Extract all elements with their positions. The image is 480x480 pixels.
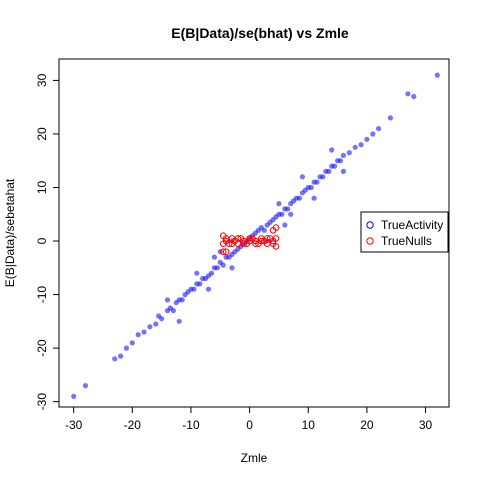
data-point bbox=[258, 237, 265, 245]
points-layer bbox=[71, 72, 440, 399]
series-trueactivity bbox=[71, 72, 440, 399]
data-point bbox=[288, 211, 294, 217]
data-point bbox=[405, 91, 411, 97]
data-point bbox=[208, 270, 215, 276]
data-point bbox=[123, 345, 129, 351]
data-point bbox=[364, 136, 370, 142]
data-point bbox=[141, 329, 147, 335]
data-point bbox=[219, 232, 227, 239]
data-point bbox=[159, 316, 165, 322]
data-point bbox=[222, 248, 230, 255]
x-tick-label: -10 bbox=[182, 418, 200, 432]
data-point bbox=[329, 147, 335, 153]
data-point bbox=[71, 393, 77, 399]
data-point bbox=[194, 270, 200, 276]
data-point bbox=[197, 281, 203, 287]
data-point bbox=[153, 321, 159, 327]
y-tick-label: -10 bbox=[35, 286, 49, 304]
data-point bbox=[285, 206, 291, 212]
data-point bbox=[246, 235, 253, 242]
data-point bbox=[164, 297, 171, 303]
y-tick-label: 10 bbox=[35, 180, 49, 194]
data-point bbox=[311, 195, 317, 201]
data-point bbox=[358, 142, 364, 148]
data-point bbox=[205, 286, 212, 292]
data-point bbox=[411, 93, 417, 100]
data-point bbox=[337, 158, 344, 164]
data-point bbox=[240, 240, 247, 247]
data-point bbox=[261, 227, 267, 233]
data-point bbox=[332, 163, 338, 169]
data-point bbox=[228, 240, 236, 247]
data-point bbox=[340, 152, 346, 158]
x-tick-label: -30 bbox=[65, 418, 83, 432]
legend: TrueActivity TrueNulls bbox=[360, 211, 449, 253]
x-axis-label: Zmle bbox=[241, 451, 268, 465]
data-point bbox=[352, 144, 358, 150]
data-point bbox=[220, 262, 226, 268]
data-point bbox=[279, 211, 285, 217]
data-point bbox=[326, 168, 332, 174]
data-point bbox=[211, 254, 217, 260]
data-point bbox=[135, 332, 141, 338]
data-point bbox=[314, 179, 320, 185]
data-point bbox=[82, 383, 88, 389]
x-tick-label: 10 bbox=[302, 418, 316, 432]
data-point bbox=[308, 184, 314, 191]
data-point bbox=[214, 265, 220, 271]
legend-label-trueactivity: TrueActivity bbox=[381, 218, 443, 232]
data-point bbox=[272, 243, 280, 250]
legend-label-truenulls: TrueNulls bbox=[381, 234, 432, 248]
data-point bbox=[299, 174, 305, 180]
data-point bbox=[229, 265, 235, 271]
x-tick-label: 30 bbox=[419, 418, 433, 432]
y-tick-label: 30 bbox=[35, 73, 49, 87]
x-axis: -30 -20 -10 0 10 20 30 bbox=[65, 406, 433, 432]
data-point bbox=[282, 222, 288, 228]
y-tick-label: -20 bbox=[35, 339, 49, 357]
data-point bbox=[252, 240, 259, 247]
data-point bbox=[234, 235, 242, 242]
legend-box bbox=[360, 211, 449, 253]
data-point bbox=[176, 318, 182, 324]
data-point bbox=[370, 131, 376, 137]
data-point bbox=[263, 235, 271, 242]
data-point bbox=[225, 240, 233, 247]
data-point bbox=[170, 308, 176, 314]
data-point bbox=[129, 340, 135, 346]
data-point bbox=[147, 324, 153, 330]
y-tick-label: 20 bbox=[35, 127, 49, 141]
data-point bbox=[340, 168, 346, 174]
data-point bbox=[387, 115, 393, 121]
series-truenulls bbox=[219, 224, 280, 255]
y-axis: -30 -20 -10 0 10 20 30 bbox=[35, 73, 60, 411]
data-point bbox=[296, 195, 303, 201]
y-tick-label: -30 bbox=[35, 393, 49, 411]
chart-title: E(B|Data)/se(bhat) vs Zmle bbox=[171, 25, 349, 41]
legend-marker-truenulls bbox=[366, 237, 374, 245]
data-point bbox=[269, 227, 277, 234]
data-point bbox=[272, 235, 280, 242]
data-point bbox=[346, 150, 352, 156]
x-tick-label: -20 bbox=[124, 418, 142, 432]
x-tick-label: 20 bbox=[360, 418, 374, 432]
data-point bbox=[376, 126, 382, 132]
y-tick-label: 0 bbox=[35, 237, 49, 244]
data-point bbox=[112, 356, 118, 362]
legend-marker-trueactivity bbox=[366, 221, 374, 229]
x-tick-label: 0 bbox=[246, 418, 253, 432]
data-point bbox=[219, 248, 227, 255]
data-point bbox=[191, 286, 197, 292]
data-point bbox=[276, 201, 282, 207]
y-axis-label: E(B|Data)/sebetahat bbox=[3, 178, 17, 287]
data-point bbox=[434, 72, 440, 78]
data-point bbox=[179, 297, 185, 303]
data-point bbox=[118, 353, 124, 359]
data-point bbox=[320, 174, 326, 180]
